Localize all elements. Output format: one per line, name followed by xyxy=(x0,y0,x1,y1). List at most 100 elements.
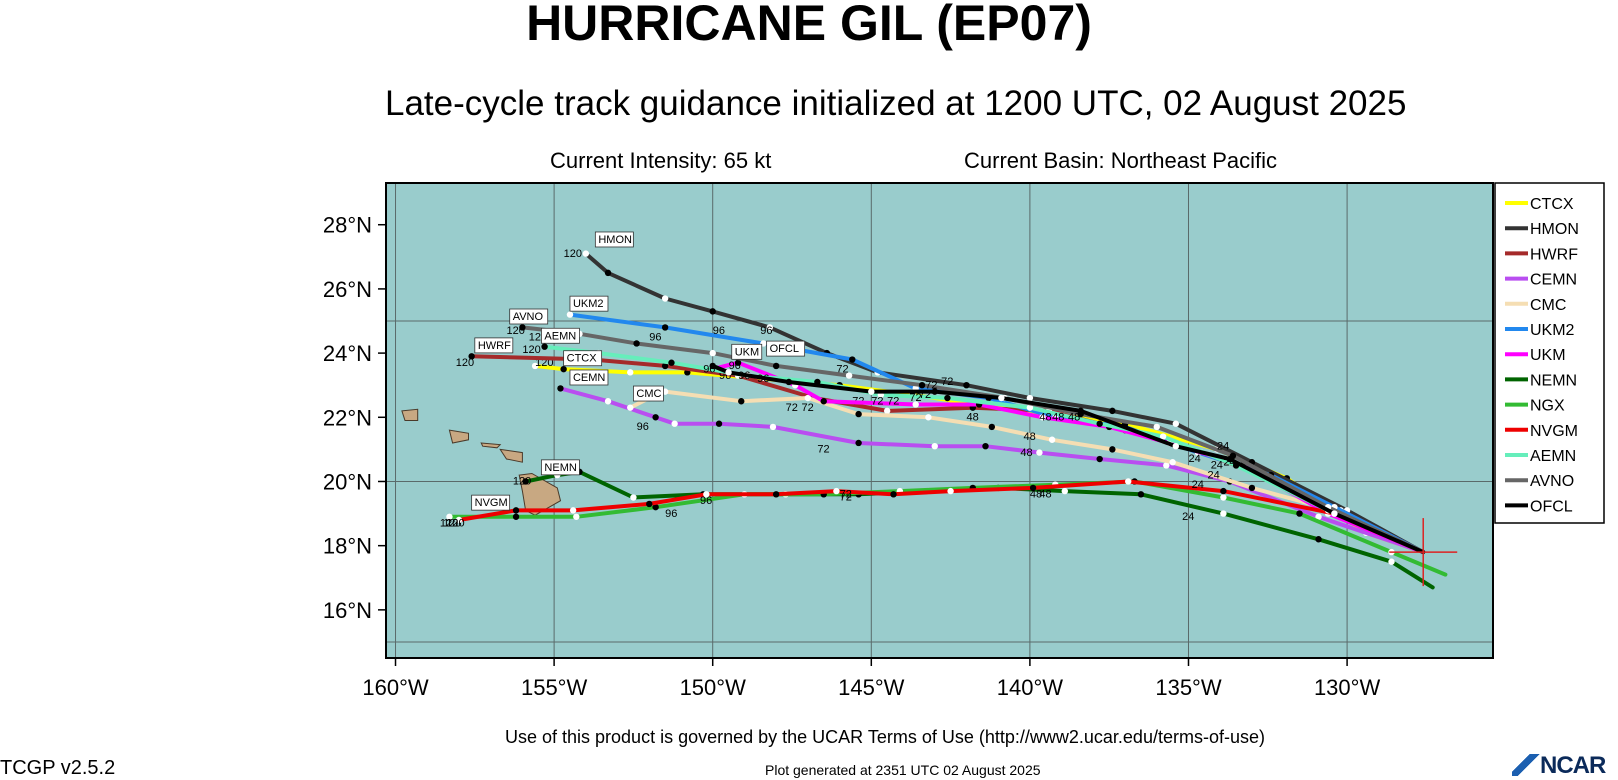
y-tick-label: 16°N xyxy=(323,598,372,623)
track-point xyxy=(1220,494,1227,501)
legend-label: UKM2 xyxy=(1530,322,1575,339)
track-point xyxy=(1077,407,1084,415)
track-point xyxy=(566,311,574,318)
model-tag-label: AEMN xyxy=(544,330,576,342)
forecast-hour-label: 24 xyxy=(1223,456,1235,468)
legend-item-ngx: NGX xyxy=(1505,398,1565,415)
track-point xyxy=(715,420,723,427)
legend-item-nemn: NEMN xyxy=(1505,372,1577,389)
track-point xyxy=(833,487,840,495)
legend-label: NVGM xyxy=(1530,423,1578,440)
model-tag-ofcl: OFCL xyxy=(766,340,806,357)
model-tag-label: AVNO xyxy=(513,311,544,323)
forecast-hour-label: 96 xyxy=(738,370,750,382)
track-point xyxy=(1026,394,1034,402)
track-point xyxy=(845,372,853,379)
track-point xyxy=(820,398,827,405)
model-tag-hmon: HMON xyxy=(594,231,634,248)
track-point xyxy=(883,407,891,415)
legend-label: CMC xyxy=(1530,297,1566,314)
track-point xyxy=(573,513,580,520)
forecast-hour-label: 24 xyxy=(1182,511,1194,523)
model-tag-box xyxy=(731,343,763,360)
forecast-hour-label: 24 xyxy=(1188,453,1200,465)
y-tick-label: 24°N xyxy=(323,341,372,366)
plot-frame xyxy=(385,182,1494,659)
legend-label: UKM xyxy=(1530,347,1566,364)
track-point xyxy=(630,494,637,501)
legend-label: AVNO xyxy=(1530,473,1574,490)
track-point xyxy=(738,398,745,405)
legend-item-avno: AVNO xyxy=(1505,473,1574,490)
track-point xyxy=(661,295,669,302)
forecast-hour-label: 72 xyxy=(871,395,883,407)
track-point xyxy=(1296,510,1303,517)
island-shape xyxy=(499,448,523,463)
forecast-hour-label: 72 xyxy=(909,392,921,404)
model-tag-label: NEMN xyxy=(544,462,576,474)
track-point xyxy=(855,410,862,418)
track-point xyxy=(734,359,742,366)
forecast-hour-label: 96 xyxy=(665,508,677,520)
legend-item-cemn: CEMN xyxy=(1505,272,1577,289)
forecast-hour-label: 96 xyxy=(700,495,712,507)
track-point xyxy=(772,491,780,498)
model-tag-label: UKM xyxy=(735,346,759,358)
model-tag-box xyxy=(541,459,580,476)
forecast-hour-label: 72 xyxy=(840,489,852,501)
chart-title: HURRICANE GIL (EP07) xyxy=(526,0,1092,51)
track-point xyxy=(1026,404,1034,411)
legend-item-ctcx: CTCX xyxy=(1505,196,1574,213)
track-line xyxy=(447,479,1448,577)
model-tag-box xyxy=(471,494,511,511)
y-tick-label: 20°N xyxy=(323,469,372,494)
track-point xyxy=(804,394,812,402)
forecast-hour-label: 120 xyxy=(564,248,582,260)
track-point xyxy=(1172,420,1180,427)
track-point xyxy=(918,381,926,389)
forecast-hour-label: 96 xyxy=(729,360,741,372)
model-tag-box xyxy=(541,327,580,344)
track-point xyxy=(1061,487,1068,495)
track-point xyxy=(1048,436,1056,443)
ncar-swoosh-icon xyxy=(1512,754,1540,776)
model-tag-aemn: AEMN xyxy=(541,327,580,344)
x-tick-label: 155°W xyxy=(521,675,588,700)
track-point xyxy=(569,507,577,514)
track-point xyxy=(668,359,675,366)
track-point xyxy=(912,401,919,408)
x-tick-label: 130°W xyxy=(1314,675,1381,700)
model-tag-hwrf: HWRF xyxy=(474,337,514,354)
track-point xyxy=(1163,462,1170,469)
track-point xyxy=(1226,455,1233,463)
model-tag-box xyxy=(766,340,806,357)
forecast-hour-label: 72 xyxy=(840,492,852,504)
track-point xyxy=(1096,420,1103,427)
forecast-hour-label: 120 xyxy=(522,344,540,356)
model-tag-ukm2: UKM2 xyxy=(569,295,609,312)
track-point xyxy=(1109,446,1116,453)
track-nvgm: 96 120 xyxy=(440,478,1426,555)
model-tag-label: CTCX xyxy=(567,353,598,365)
current-intensity-text: Current Intensity: 65 kt xyxy=(550,148,772,173)
legend-item-ukm: UKM xyxy=(1505,347,1566,364)
track-point xyxy=(1220,487,1227,495)
forecast-hour-label: 72 xyxy=(941,376,953,388)
legend-label: NEMN xyxy=(1530,372,1577,389)
track-point xyxy=(582,250,590,257)
forecast-hour-label: 96 xyxy=(637,421,649,433)
track-point xyxy=(541,343,548,350)
track-point xyxy=(725,369,732,376)
forecast-hour-label: 72 xyxy=(802,402,814,414)
model-tag-ctcx: CTCX xyxy=(563,350,603,367)
legend-label: AEMN xyxy=(1530,448,1576,465)
track-point xyxy=(785,378,793,386)
model-tag-box xyxy=(509,308,549,325)
track-point xyxy=(1137,491,1145,498)
terms-of-use-text: Use of this product is governed by the U… xyxy=(505,727,1265,747)
legend-label: HMON xyxy=(1530,221,1579,238)
forecast-hour-label: 48 xyxy=(1030,489,1042,501)
track-point xyxy=(849,356,856,363)
island-shape xyxy=(401,408,419,421)
forecast-hour-label: 48 xyxy=(966,412,978,424)
